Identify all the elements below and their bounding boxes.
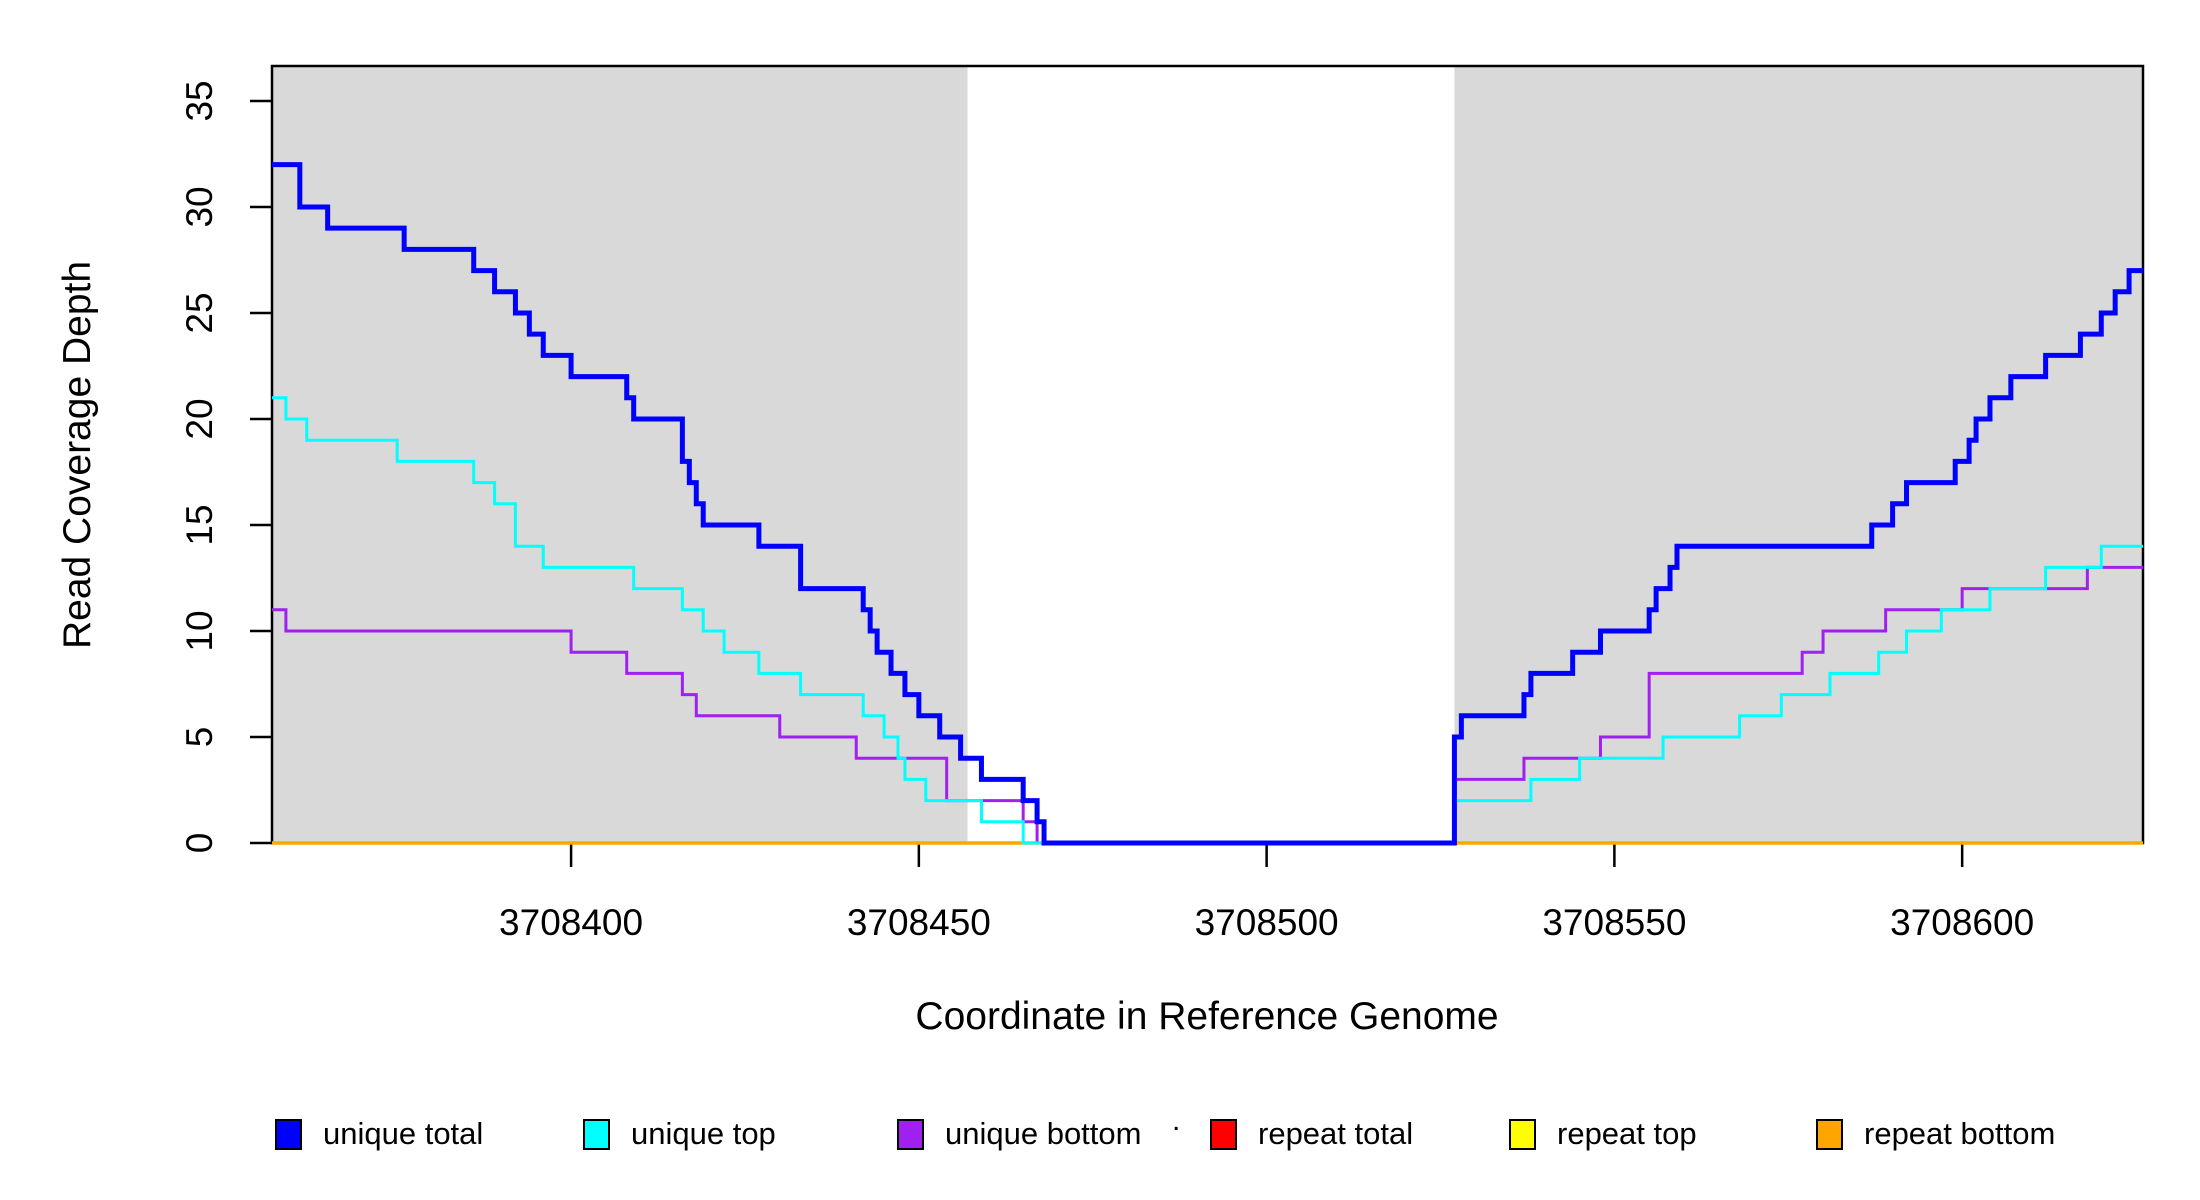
y-tick-label: 0 <box>179 833 220 854</box>
shaded-region <box>1454 66 2143 843</box>
stray-dot: . <box>1172 1104 1181 1137</box>
x-tick-label: 3708400 <box>499 902 643 943</box>
y-axis-title: Read Coverage Depth <box>56 260 99 650</box>
x-axis-title: Coordinate in Reference Genome <box>915 995 1499 1038</box>
x-tick-label: 3708600 <box>1890 902 2034 943</box>
series-unique-top <box>272 396 2143 845</box>
y-tick-label: 5 <box>179 727 220 748</box>
y-tick-label: 25 <box>179 292 220 333</box>
y-tick-label: 35 <box>179 80 220 121</box>
shaded-region <box>272 66 968 843</box>
y-tick-label: 15 <box>179 504 220 545</box>
x-tick-label: 3708550 <box>1542 902 1686 943</box>
series-unique-bottom <box>272 565 2143 845</box>
x-tick-label: 3708450 <box>847 902 991 943</box>
y-tick-label: 30 <box>179 186 220 227</box>
series-unique-total <box>272 162 2143 846</box>
y-tick-label: 10 <box>179 610 220 651</box>
x-tick-label: 3708500 <box>1195 902 1339 943</box>
y-tick-label: 20 <box>179 398 220 439</box>
